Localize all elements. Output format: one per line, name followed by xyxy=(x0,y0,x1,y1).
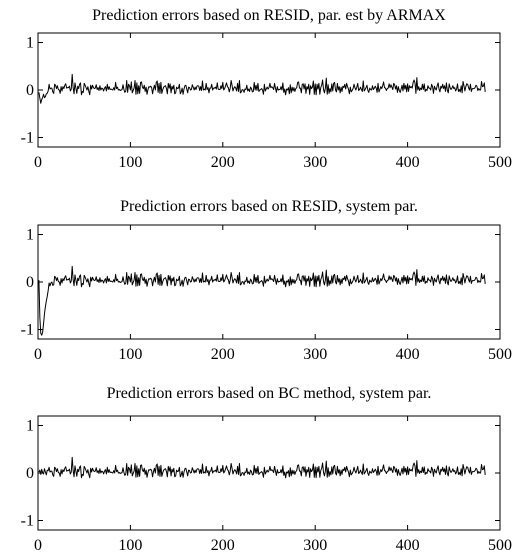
x-tick-label-2-6: 500 xyxy=(488,346,512,363)
x-tick-label-1-6: 500 xyxy=(488,154,512,171)
x-tick-label-2-1: 0 xyxy=(34,346,42,363)
x-tick-label-3-1: 0 xyxy=(34,537,42,554)
chart-panel-1: Prediction errors based on RESID, par. e… xyxy=(21,7,512,171)
x-tick-label-3-4: 300 xyxy=(303,537,327,554)
chart-panel-3: Prediction errors based on BC method, sy… xyxy=(21,385,512,554)
y-tick-label-1-1: -1 xyxy=(21,130,34,147)
x-tick-label-2-4: 300 xyxy=(303,346,327,363)
x-tick-label-1-2: 100 xyxy=(118,154,142,171)
x-tick-label-3-6: 500 xyxy=(488,537,512,554)
x-tick-label-3-5: 400 xyxy=(396,537,420,554)
x-tick-label-1-3: 200 xyxy=(211,154,235,171)
x-tick-label-2-3: 200 xyxy=(211,346,235,363)
chart-title-1: Prediction errors based on RESID, par. e… xyxy=(92,7,446,24)
series-line-2-1 xyxy=(38,265,486,336)
y-tick-label-1-3: 1 xyxy=(26,35,34,52)
y-tick-label-3-2: 0 xyxy=(26,465,34,482)
chart-panel-2: Prediction errors based on RESID, system… xyxy=(21,198,512,363)
y-tick-label-3-1: -1 xyxy=(21,513,34,530)
y-tick-label-2-2: 0 xyxy=(26,274,34,291)
series-line-3-1 xyxy=(38,456,486,479)
y-tick-label-3-3: 1 xyxy=(26,418,34,435)
x-tick-label-3-3: 200 xyxy=(211,537,235,554)
y-tick-label-2-3: 1 xyxy=(26,227,34,244)
x-tick-label-1-5: 400 xyxy=(396,154,420,171)
chart-title-2: Prediction errors based on RESID, system… xyxy=(120,198,418,215)
series-line-1-1 xyxy=(38,73,486,104)
x-tick-label-2-5: 400 xyxy=(396,346,420,363)
x-tick-label-2-2: 100 xyxy=(118,346,142,363)
y-tick-label-2-1: -1 xyxy=(21,322,34,339)
chart-title-3: Prediction errors based on BC method, sy… xyxy=(107,385,432,402)
y-tick-label-1-2: 0 xyxy=(26,82,34,99)
x-tick-label-3-2: 100 xyxy=(118,537,142,554)
x-tick-label-1-1: 0 xyxy=(34,154,42,171)
x-tick-label-1-4: 300 xyxy=(303,154,327,171)
